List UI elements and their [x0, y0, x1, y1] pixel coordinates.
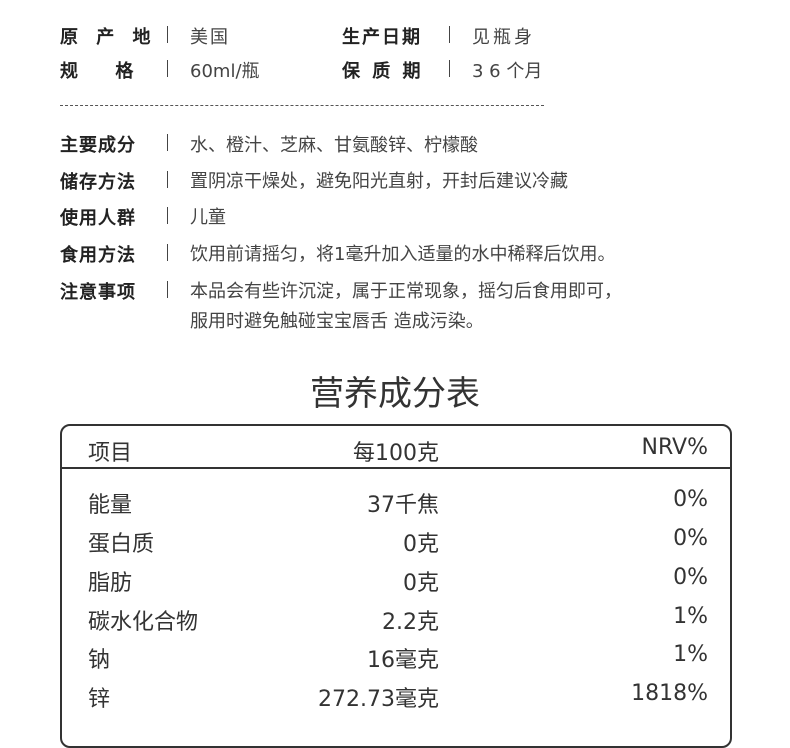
production-date-label: 生产日期 — [342, 27, 422, 48]
nutrient-name: 锌 — [88, 687, 111, 712]
divider — [167, 207, 168, 224]
ingredients-value: 水、橙汁、芝麻、甘氨酸锌、柠檬酸 — [190, 135, 478, 156]
target-users-label: 使用人群 — [60, 208, 136, 229]
per-100g-value: 16毫克 — [367, 648, 439, 673]
spec-value: 60ml/瓶 — [190, 61, 260, 82]
header-item: 项目 — [88, 441, 133, 466]
notes-value: 本品会有些许沉淀，属于正常现象，摇匀后食用即可， — [190, 281, 622, 302]
usage-value: 饮用前请摇匀，将1毫升加入适量的水中稀释后饮用。 — [190, 244, 616, 265]
header-nrv: NRV% — [641, 435, 709, 460]
header-per-100g: 每100克 — [353, 441, 439, 466]
origin-value: 美国 — [190, 27, 230, 48]
dashed-divider — [60, 105, 544, 106]
notes-label: 注意事项 — [60, 282, 136, 303]
nrv-value: 1818% — [631, 681, 708, 706]
divider — [167, 281, 168, 298]
nrv-value: 1% — [673, 642, 708, 667]
nrv-value: 0% — [673, 565, 708, 590]
ingredients-label: 主要成分 — [60, 135, 136, 156]
nutrient-name: 碳水化合物 — [88, 610, 199, 635]
header-divider — [62, 467, 730, 469]
divider — [167, 26, 168, 43]
per-100g-value: 0克 — [403, 532, 439, 557]
notes-value-line2: 服用时避免触碰宝宝唇舌 造成污染。 — [190, 311, 484, 332]
nutrition-table: 项目 每100克 NRV% 能量 37千焦 0% 蛋白质 0克 0% 脂肪 0克 0% 碳水化合物… — [60, 424, 732, 748]
nrv-value: 0% — [673, 526, 708, 551]
nrv-value: 0% — [673, 487, 708, 512]
storage-value: 置阴凉干燥处，避免阳光直射，开封后建议冷藏 — [190, 171, 568, 192]
per-100g-value: 2.2克 — [382, 610, 439, 635]
shelf-life-value: 3 6 个月 — [472, 61, 543, 82]
target-users-value: 儿童 — [190, 207, 226, 228]
divider — [449, 60, 450, 77]
production-date-value: 见瓶身 — [472, 27, 535, 48]
divider — [449, 26, 450, 43]
nrv-value: 1% — [673, 604, 708, 629]
divider — [167, 60, 168, 77]
nutrient-name: 钠 — [88, 648, 111, 673]
nutrition-title: 营养成分表 — [310, 374, 480, 414]
nutrient-name: 能量 — [88, 493, 133, 518]
divider — [167, 134, 168, 151]
divider — [167, 244, 168, 261]
nutrient-name: 脂肪 — [88, 571, 133, 596]
divider — [167, 171, 168, 188]
storage-label: 储存方法 — [60, 172, 136, 193]
per-100g-value: 37千焦 — [367, 493, 439, 518]
usage-label: 食用方法 — [60, 245, 136, 266]
spec-label: 规 格 — [60, 61, 135, 82]
nutrient-name: 蛋白质 — [88, 532, 155, 557]
origin-label: 原 产 地 — [60, 27, 157, 48]
shelf-life-label: 保 质 期 — [342, 61, 424, 82]
per-100g-value: 0克 — [403, 571, 439, 596]
per-100g-value: 272.73毫克 — [318, 687, 439, 712]
